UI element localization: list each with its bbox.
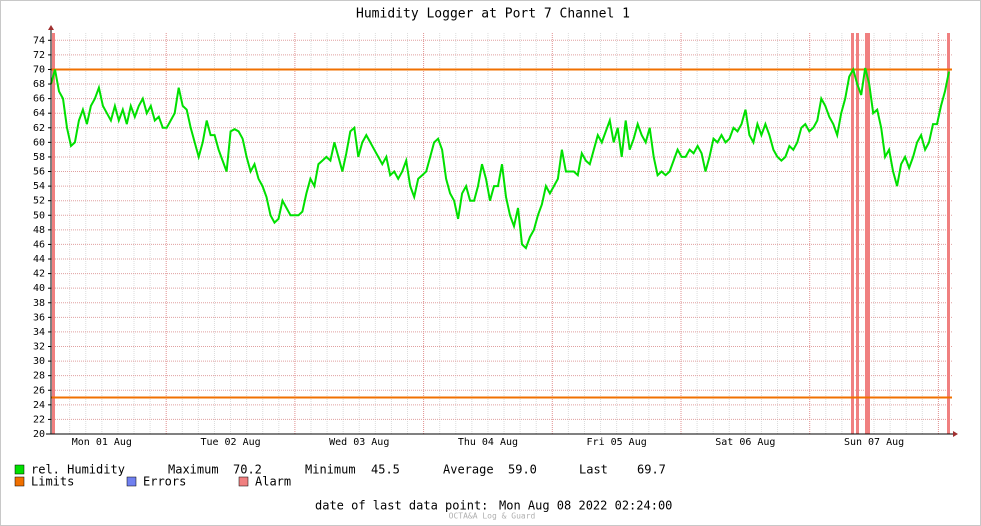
stat-label: Maximum — [168, 463, 219, 477]
legend-swatch — [14, 464, 25, 475]
footer-value: Mon Aug 08 2022 02:24:00 — [499, 499, 672, 513]
stat-value: 45.5 — [371, 463, 400, 477]
legend-swatch — [238, 476, 249, 487]
y-tick-label: 36 — [33, 312, 45, 323]
y-tick-label: 46 — [33, 239, 45, 250]
y-tick-label: 56 — [33, 167, 45, 178]
x-axis-arrow — [953, 431, 958, 437]
y-tick-label: 58 — [33, 152, 45, 163]
stat-label: Last — [579, 463, 608, 477]
watermark: OCTA&A Log & Guard — [449, 512, 536, 521]
y-tick-label: 60 — [33, 137, 45, 148]
y-tick-label: 26 — [33, 385, 45, 396]
y-tick-label: 48 — [33, 225, 45, 236]
y-tick-label: 38 — [33, 298, 45, 309]
line-series — [50, 66, 950, 250]
y-tick-label: 54 — [33, 181, 45, 192]
alarm-bar — [947, 33, 950, 434]
y-tick-label: 40 — [33, 283, 45, 294]
y-tick-label: 64 — [33, 108, 45, 119]
chart-title: Humidity Logger at Port 7 Channel 1 — [356, 7, 630, 22]
x-tick-label: Mon 01 Aug — [72, 437, 132, 448]
y-tick-label: 66 — [33, 94, 45, 105]
alarm-bars — [52, 33, 950, 434]
y-axis-arrow — [48, 25, 54, 30]
alarm-bar — [52, 33, 55, 434]
y-tick-label: 62 — [33, 123, 45, 134]
alarm-bar — [851, 33, 854, 434]
y-tick-label: 44 — [33, 254, 45, 265]
stat-value: 70.2 — [233, 463, 262, 477]
y-tick-label: 20 — [33, 429, 45, 440]
x-tick-label: Wed 03 Aug — [329, 437, 389, 448]
y-tick-label: 42 — [33, 269, 45, 280]
y-tick-label: 32 — [33, 342, 45, 353]
legend-swatch — [14, 476, 25, 487]
y-tick-label: 24 — [33, 400, 45, 411]
legend-label: Alarm — [255, 475, 291, 489]
x-tick-label: Sun 07 Aug — [844, 437, 904, 448]
y-tick-label: 74 — [33, 35, 45, 46]
alarm-bar — [856, 33, 859, 434]
y-tick-label: 28 — [33, 371, 45, 382]
legend-swatch — [126, 476, 137, 487]
legend: rel. Humidity Maximum 70.2 Minimum 45.5 Avera… — [14, 463, 666, 489]
y-tick-label: 50 — [33, 210, 45, 221]
plot — [50, 66, 952, 399]
alarm-bar — [865, 33, 870, 434]
y-tick-label: 34 — [33, 327, 45, 338]
stat-value: 69.7 — [637, 463, 666, 477]
legend-label: Limits — [31, 475, 74, 489]
y-tick-label: 30 — [33, 356, 45, 367]
y-tick-label: 72 — [33, 50, 45, 61]
x-tick-label: Fri 05 Aug — [587, 437, 647, 448]
x-tick-label: Tue 02 Aug — [200, 437, 260, 448]
y-tick-label: 22 — [33, 414, 45, 425]
y-tick-label: 70 — [33, 64, 45, 75]
legend-label: rel. Humidity — [31, 463, 125, 477]
footer-label: date of last data point: — [315, 499, 488, 513]
x-tick-label: Thu 04 Aug — [458, 437, 518, 448]
stat-label: Minimum — [305, 463, 356, 477]
y-tick-label: 52 — [33, 196, 45, 207]
stat-label: Average — [443, 463, 494, 477]
stat-value: 59.0 — [508, 463, 537, 477]
legend-label: Errors — [143, 475, 186, 489]
x-tick-label: Sat 06 Aug — [715, 437, 775, 448]
y-tick-label: 68 — [33, 79, 45, 90]
